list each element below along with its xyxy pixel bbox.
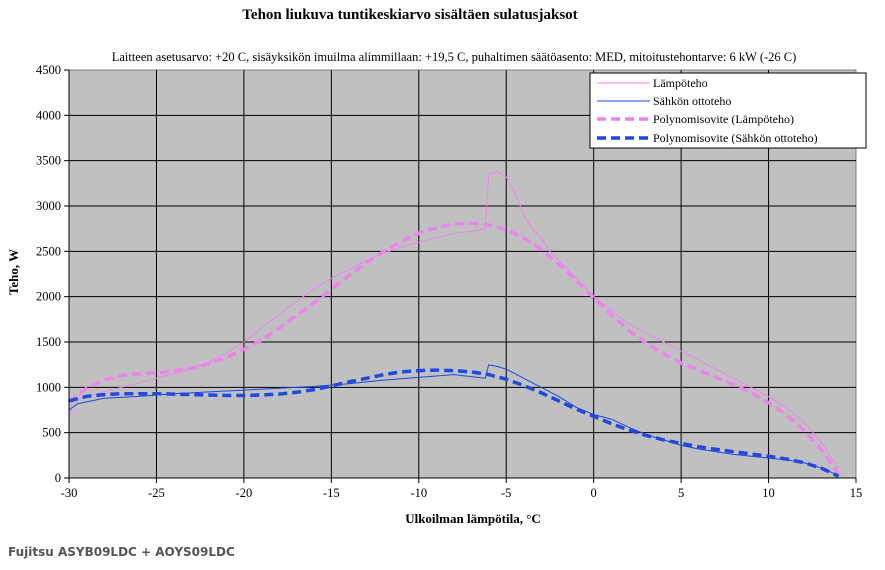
grid	[69, 70, 856, 478]
x-axis-label: Ulkoilman lämpötila, °C	[405, 511, 541, 526]
x-tick-label: -25	[148, 486, 165, 500]
ticks: -30 -25 -20 -15 -10 -5 0 5 10 15 0 500 1000 1500 2000 2…	[36, 63, 862, 500]
legend: Lämpöteho Sähkön ottoteho Polynomisovite…	[589, 72, 867, 149]
chart-title: Tehon liukuva tuntikeskiarvo sisältäen s…	[242, 7, 577, 23]
x-tick-label: 5	[678, 486, 684, 500]
legend-label-sahkon: Sähkön ottoteho	[653, 94, 731, 108]
x-tick-label: -15	[323, 486, 340, 500]
x-tick-label: 15	[850, 486, 863, 500]
y-tick-label: 2500	[36, 244, 61, 258]
x-tick-label: -20	[236, 486, 253, 500]
y-tick-label: 500	[42, 426, 61, 440]
legend-label-lampoteho: Lämpöteho	[653, 76, 708, 90]
y-tick-label: 1000	[36, 380, 61, 394]
series-lampoteho-line	[68, 171, 839, 470]
footer-caption: Fujitsu ASYB09LDC + AOYS09LDC	[8, 545, 235, 559]
x-tick-label: 10	[762, 486, 775, 500]
y-tick-label: 4500	[36, 63, 61, 77]
series-layer	[67, 171, 840, 478]
chart-subtitle: Laitteen asetusarvo: +20 C, sisäyksikön …	[112, 50, 797, 64]
x-tick-label: -30	[61, 486, 78, 500]
x-tick-label: -10	[410, 486, 427, 500]
legend-label-poly-sahkon: Polynomisovite (Sähkön ottoteho)	[653, 131, 818, 145]
y-axis-label: Teho, W	[6, 249, 21, 295]
y-tick-label: 3000	[36, 199, 61, 213]
legend-label-poly-lampoteho: Polynomisovite (Lämpöteho)	[653, 112, 794, 126]
series-poly-sahkon-line	[68, 368, 840, 478]
legend-box	[589, 72, 867, 149]
y-tick-label: 1500	[36, 335, 61, 349]
y-tick-label: 2000	[36, 290, 61, 304]
series-sahkon-ottoteho-line	[68, 364, 839, 476]
y-tick-label: 3500	[36, 154, 61, 168]
x-tick-label: -5	[501, 486, 511, 500]
y-tick-label: 0	[55, 471, 61, 485]
x-tick-label: 0	[591, 486, 597, 500]
y-tick-label: 4000	[36, 108, 61, 122]
